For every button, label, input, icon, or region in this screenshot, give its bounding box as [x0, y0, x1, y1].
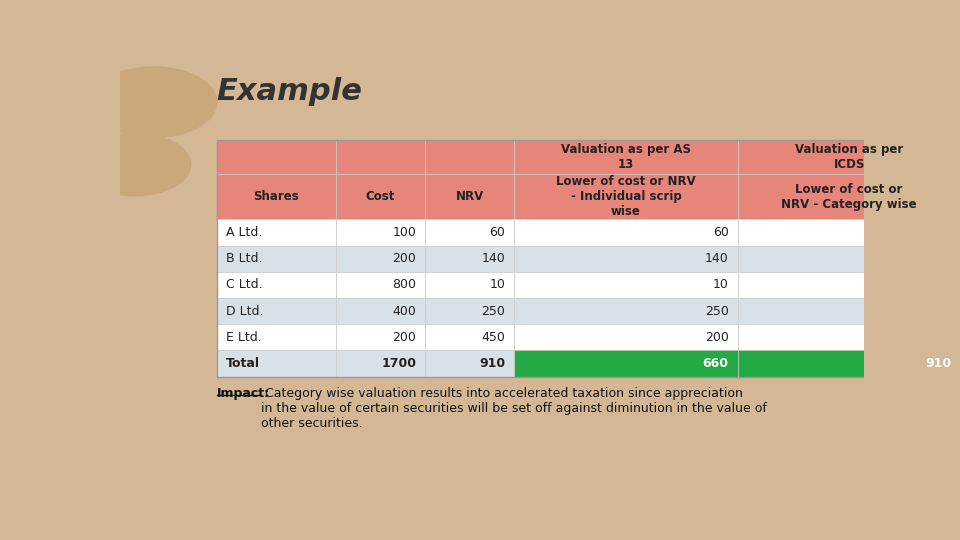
Bar	[217, 246, 336, 272]
Bar	[336, 174, 425, 219]
Bar	[217, 174, 336, 219]
Text: Cost: Cost	[366, 190, 396, 203]
Bar	[515, 140, 737, 174]
Bar	[425, 350, 515, 377]
Bar	[217, 219, 336, 246]
Bar	[737, 174, 960, 219]
Bar	[737, 140, 960, 174]
Bar	[336, 350, 425, 377]
Text: 100: 100	[393, 226, 416, 239]
Bar	[737, 272, 960, 298]
Text: 800: 800	[392, 279, 416, 292]
Text: 200: 200	[705, 331, 729, 344]
Bar	[425, 174, 515, 219]
Text: 660: 660	[703, 357, 729, 370]
Text: 450: 450	[482, 331, 505, 344]
Bar	[336, 324, 425, 350]
Text: Example: Example	[217, 77, 363, 106]
Text: 910: 910	[479, 357, 505, 370]
Bar	[515, 350, 737, 377]
Text: 400: 400	[393, 305, 416, 318]
Bar	[217, 140, 960, 377]
Bar	[515, 174, 737, 219]
Text: 140: 140	[705, 252, 729, 265]
Bar	[737, 246, 960, 272]
Bar	[515, 298, 737, 324]
Bar	[336, 246, 425, 272]
Bar	[425, 246, 515, 272]
Text: C Ltd.: C Ltd.	[226, 279, 262, 292]
Bar	[515, 246, 737, 272]
Bar	[425, 298, 515, 324]
Text: Lower of cost or
NRV - Category wise: Lower of cost or NRV - Category wise	[781, 183, 917, 211]
Bar	[515, 272, 737, 298]
Bar	[425, 324, 515, 350]
Text: Valuation as per AS
13: Valuation as per AS 13	[561, 143, 691, 171]
Text: Total: Total	[226, 357, 259, 370]
Bar	[737, 350, 960, 377]
Text: Valuation as per
ICDS: Valuation as per ICDS	[795, 143, 903, 171]
Text: 140: 140	[482, 252, 505, 265]
Circle shape	[90, 67, 217, 138]
Text: 250: 250	[482, 305, 505, 318]
Bar	[425, 140, 515, 174]
Text: B Ltd.: B Ltd.	[226, 252, 262, 265]
Bar	[515, 324, 737, 350]
Bar	[737, 298, 960, 324]
Bar	[737, 324, 960, 350]
Text: 1700: 1700	[381, 357, 416, 370]
Bar	[217, 350, 336, 377]
Text: A Ltd.: A Ltd.	[226, 226, 262, 239]
Bar	[336, 219, 425, 246]
Text: E Ltd.: E Ltd.	[226, 331, 261, 344]
Bar	[425, 272, 515, 298]
Text: 200: 200	[393, 252, 416, 265]
Bar	[336, 272, 425, 298]
Bar	[217, 140, 336, 174]
Bar	[336, 140, 425, 174]
Bar	[515, 219, 737, 246]
Text: 200: 200	[393, 331, 416, 344]
Bar	[737, 219, 960, 246]
Text: Lower of cost or NRV
- Individual scrip
wise: Lower of cost or NRV - Individual scrip …	[556, 175, 696, 218]
Bar	[217, 298, 336, 324]
Text: Impact:: Impact:	[217, 387, 270, 400]
Text: NRV: NRV	[456, 190, 484, 203]
Text: Category wise valuation results into accelerated taxation since appreciation
in : Category wise valuation results into acc…	[261, 387, 767, 430]
Text: 250: 250	[705, 305, 729, 318]
Text: 10: 10	[712, 279, 729, 292]
Text: Shares: Shares	[253, 190, 300, 203]
Text: 60: 60	[490, 226, 505, 239]
Bar	[425, 219, 515, 246]
Circle shape	[79, 133, 191, 196]
Text: 10: 10	[490, 279, 505, 292]
Bar	[336, 298, 425, 324]
Text: D Ltd.: D Ltd.	[226, 305, 263, 318]
Text: 60: 60	[712, 226, 729, 239]
Text: 910: 910	[925, 357, 951, 370]
Bar	[217, 272, 336, 298]
Bar	[217, 324, 336, 350]
